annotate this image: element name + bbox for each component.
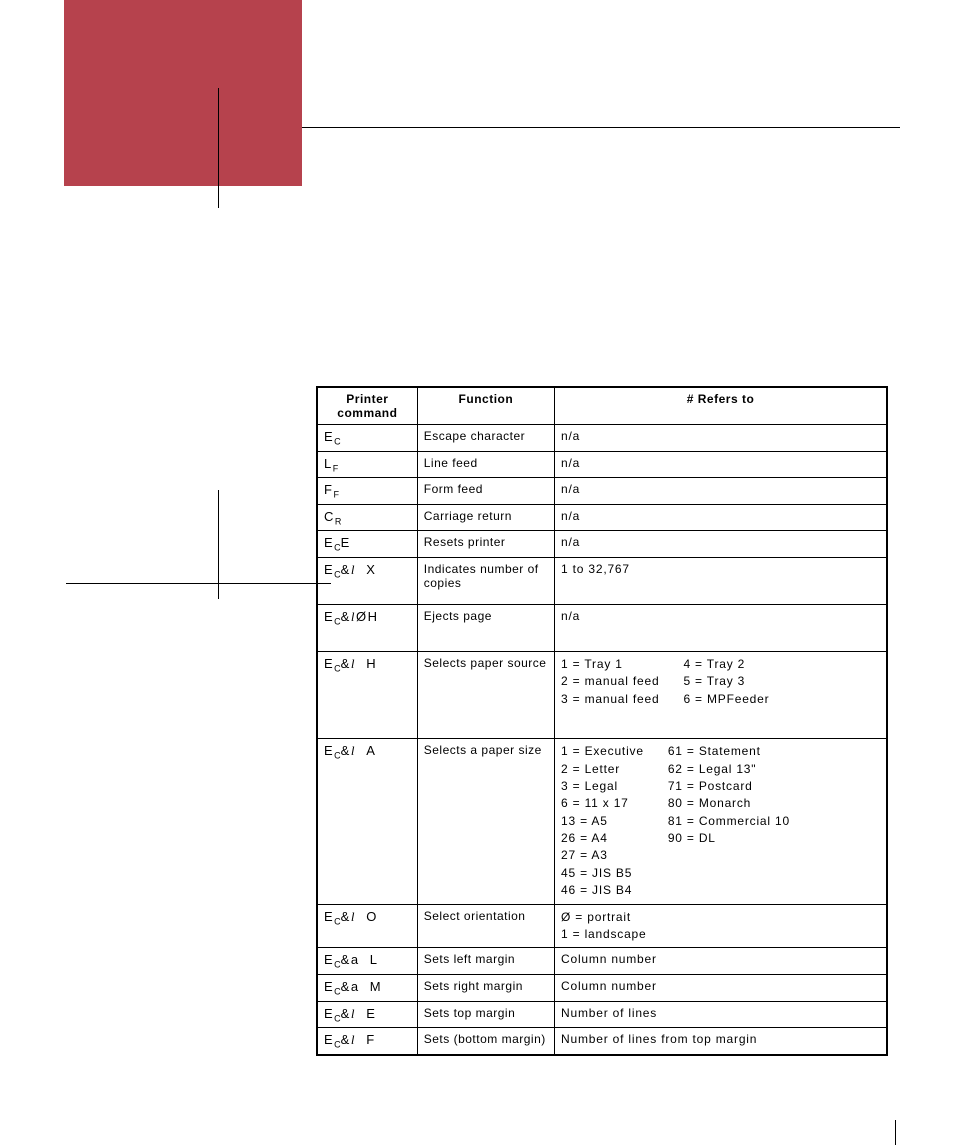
table-row: LFLine feedn/a: [317, 451, 887, 478]
cell-function: Escape character: [417, 425, 554, 452]
table-row: CRCarriage returnn/a: [317, 504, 887, 531]
cell-command: EC&l X: [317, 557, 417, 604]
cell-refers-to: Column number: [555, 948, 887, 975]
printer-commands-table: Printer command Function # Refers to ECE…: [316, 386, 888, 1056]
cell-refers-to: n/a: [555, 451, 887, 478]
table-row: EC&lØHEjects pagen/a: [317, 604, 887, 651]
cell-function: Resets printer: [417, 531, 554, 558]
cell-command: EC&lØH: [317, 604, 417, 651]
header-accent-block: [64, 0, 302, 186]
cell-command: FF: [317, 478, 417, 505]
table-row: EC&a MSets right marginColumn number: [317, 975, 887, 1002]
margin-rule-horizontal: [66, 583, 331, 584]
header-printer-command: Printer command: [317, 387, 417, 425]
cell-refers-to: n/a: [555, 504, 887, 531]
cell-refers-to: n/a: [555, 531, 887, 558]
cell-command: EC&l A: [317, 739, 417, 905]
cell-command: CR: [317, 504, 417, 531]
cell-function: Sets right margin: [417, 975, 554, 1002]
cell-command: EC&l E: [317, 1001, 417, 1028]
cell-function: Carriage return: [417, 504, 554, 531]
cell-refers-to: n/a: [555, 604, 887, 651]
header-refers-to: # Refers to: [555, 387, 887, 425]
cell-function: Indicates number of copies: [417, 557, 554, 604]
header-function: Function: [417, 387, 554, 425]
cell-command: EC&a M: [317, 975, 417, 1002]
table-row: FFForm feedn/a: [317, 478, 887, 505]
cell-function: Ejects page: [417, 604, 554, 651]
table-row: EC&l ASelects a paper size1 = Executive2…: [317, 739, 887, 905]
cell-function: Sets left margin: [417, 948, 554, 975]
cell-refers-to: Number of lines: [555, 1001, 887, 1028]
cell-function: Form feed: [417, 478, 554, 505]
table-row: EC&a LSets left marginColumn number: [317, 948, 887, 975]
header-rule: [302, 127, 900, 128]
table-row: EC&l OSelect orientationØ = portrait1 = …: [317, 904, 887, 948]
cell-refers-to: n/a: [555, 425, 887, 452]
table-header-row: Printer command Function # Refers to: [317, 387, 887, 425]
table-row: EC&l FSets (bottom margin)Number of line…: [317, 1028, 887, 1055]
cell-refers-to: Number of lines from top margin: [555, 1028, 887, 1055]
cell-command: EC&l H: [317, 651, 417, 738]
cell-command: EC&l O: [317, 904, 417, 948]
cell-refers-to: n/a: [555, 478, 887, 505]
cell-command: EC&l F: [317, 1028, 417, 1055]
table-row: EC&l ESets top marginNumber of lines: [317, 1001, 887, 1028]
cell-command: LF: [317, 451, 417, 478]
cell-function: Line feed: [417, 451, 554, 478]
cell-function: Selects paper source: [417, 651, 554, 738]
cell-function: Selects a paper size: [417, 739, 554, 905]
table-row: ECEResets printern/a: [317, 531, 887, 558]
cell-function: Sets top margin: [417, 1001, 554, 1028]
cell-refers-to: 1 = Executive2 = Letter3 = Legal6 = 11 x…: [555, 739, 887, 905]
table-row: ECEscape charactern/a: [317, 425, 887, 452]
table-row: EC&l HSelects paper source1 = Tray 12 = …: [317, 651, 887, 738]
margin-rule-top: [218, 88, 219, 208]
footer-tick: [895, 1120, 896, 1145]
cell-command: ECE: [317, 531, 417, 558]
cell-refers-to: 1 = Tray 12 = manual feed3 = manual feed…: [555, 651, 887, 738]
cell-refers-to: 1 to 32,767: [555, 557, 887, 604]
cell-function: Sets (bottom margin): [417, 1028, 554, 1055]
cell-function: Select orientation: [417, 904, 554, 948]
cell-refers-to: Column number: [555, 975, 887, 1002]
cell-refers-to: Ø = portrait1 = landscape: [555, 904, 887, 948]
table-row: EC&l XIndicates number of copies1 to 32,…: [317, 557, 887, 604]
cell-command: EC: [317, 425, 417, 452]
cell-command: EC&a L: [317, 948, 417, 975]
